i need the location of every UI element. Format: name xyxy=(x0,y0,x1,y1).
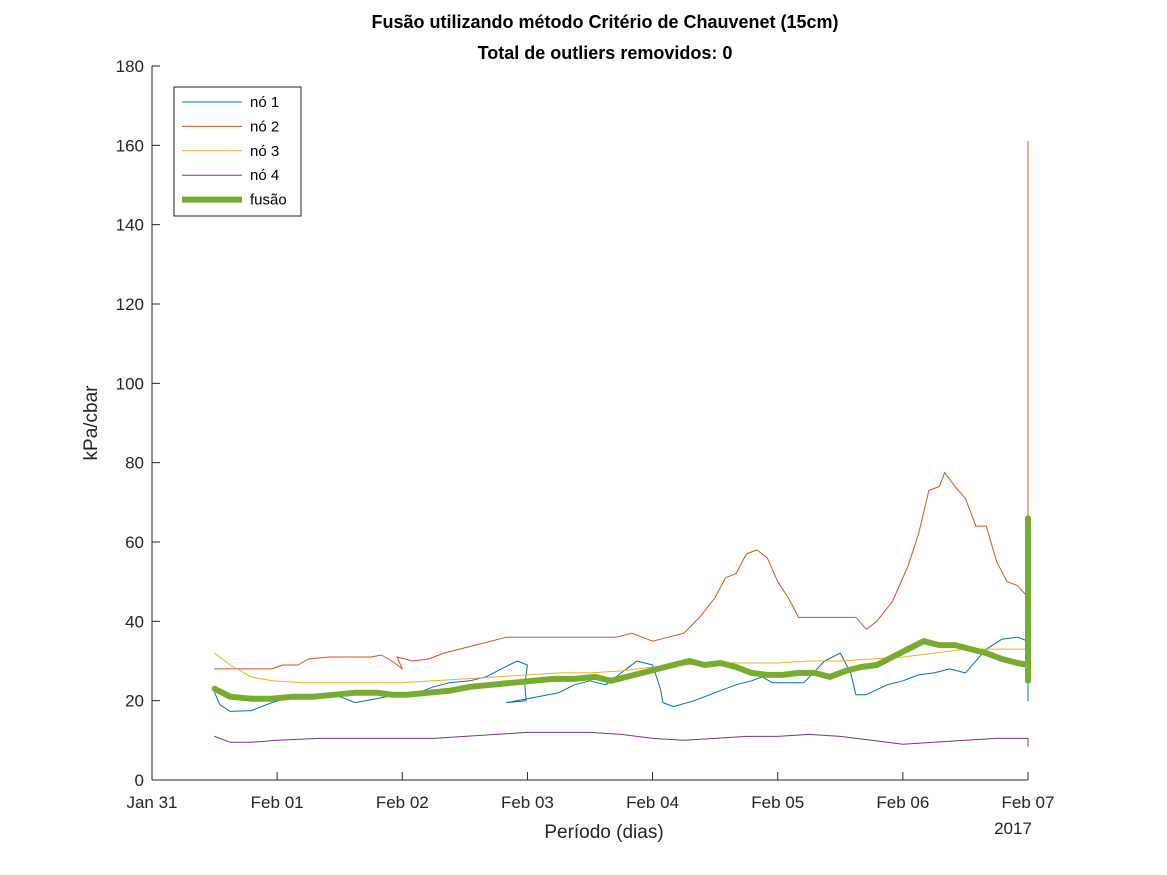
x-tick-label: Feb 04 xyxy=(626,793,679,812)
x-tick-label: Feb 06 xyxy=(876,793,929,812)
y-tick-label: 0 xyxy=(135,771,144,790)
y-tick-label: 20 xyxy=(125,692,144,711)
chart-title: Fusão utilizando método Critério de Chau… xyxy=(371,12,838,32)
x-tick-label: Feb 05 xyxy=(751,793,804,812)
x-tick-label: Feb 01 xyxy=(251,793,304,812)
x-tick-label: Feb 03 xyxy=(501,793,554,812)
legend-entry-label: nó 3 xyxy=(250,143,279,160)
x-tick-label: Feb 07 xyxy=(1002,793,1055,812)
y-axis-label: kPa/cbar xyxy=(81,385,102,461)
legend-box xyxy=(173,86,302,217)
y-tick-label: 60 xyxy=(125,533,144,552)
legend-entry-label: nó 1 xyxy=(250,94,279,111)
y-tick-label: 160 xyxy=(116,136,144,155)
series-line-5 xyxy=(211,515,1031,702)
y-tick-label: 140 xyxy=(116,216,144,235)
x-axis-label: Período (dias) xyxy=(544,822,663,843)
y-tick-label: 100 xyxy=(116,374,144,393)
x-tick-label: Jan 31 xyxy=(126,793,177,812)
y-tick-label: 40 xyxy=(125,612,144,631)
series-line-4 xyxy=(214,731,1029,747)
series-line-2 xyxy=(214,140,1029,670)
series-layer xyxy=(211,140,1031,747)
x-tick-label: Feb 02 xyxy=(376,793,429,812)
legend-entry-label: nó 4 xyxy=(250,167,279,184)
x-axis-year-label: 2017 xyxy=(994,819,1032,838)
axes-layer: 0 20 40 60 80 100 120 140 160 180 Jan 31 Feb 01 Feb … xyxy=(116,57,1055,812)
legend-entry-label: nó 2 xyxy=(250,118,279,135)
legend-entry-label: fusão xyxy=(250,192,287,209)
y-tick-label: 120 xyxy=(116,295,144,314)
y-tick-label: 80 xyxy=(125,454,144,473)
legend: nó 1 nó 2 nó 3 nó 4 fusão xyxy=(173,86,302,217)
y-tick-label: 180 xyxy=(116,57,144,76)
chart-subtitle: Total de outliers removidos: 0 xyxy=(478,43,733,63)
